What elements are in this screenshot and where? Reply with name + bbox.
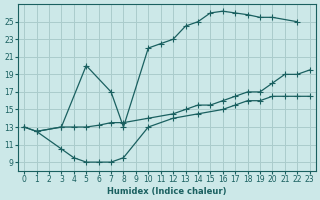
X-axis label: Humidex (Indice chaleur): Humidex (Indice chaleur) <box>107 187 227 196</box>
